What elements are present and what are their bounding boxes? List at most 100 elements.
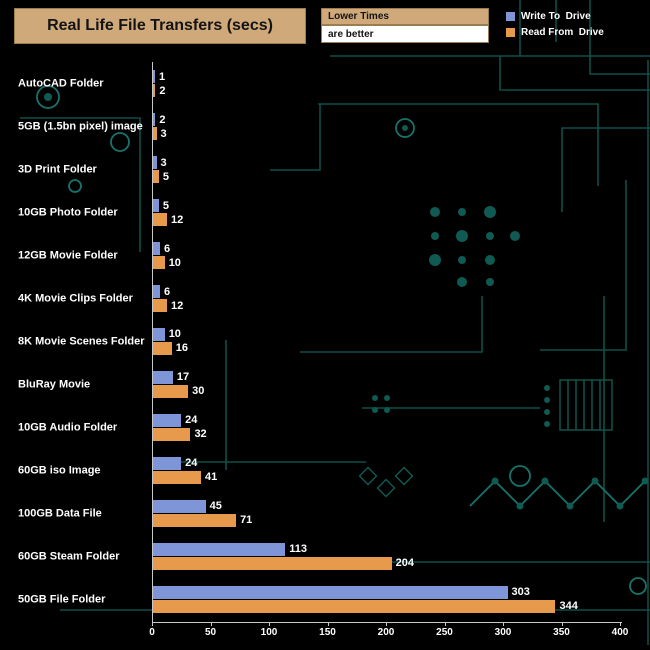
bar-value: 41 <box>204 471 218 484</box>
bar-value: 204 <box>395 557 415 570</box>
bar-row: 50GB File Folder 303 344 <box>0 578 650 621</box>
bar-value: 24 <box>185 457 198 470</box>
legend-label-read: Read From Drive <box>521 27 604 38</box>
note-lower-times: Lower Times <box>321 8 489 25</box>
category-label: 100GB Data File <box>18 507 102 520</box>
bar-value: 113 <box>289 543 307 556</box>
x-tick-mark <box>561 622 563 626</box>
bar-value: 6 <box>164 242 171 255</box>
write-bar <box>153 285 161 299</box>
read-color-swatch <box>506 28 515 37</box>
read-bar <box>153 599 556 613</box>
y-axis-line <box>152 62 153 623</box>
category-label: BluRay Movie <box>18 378 91 391</box>
bar-value: 24 <box>185 414 198 427</box>
read-bar <box>153 341 172 355</box>
bar-value: 5 <box>162 170 169 183</box>
category-label: 50GB File Folder <box>18 593 106 606</box>
category-label: 8K Movie Scenes Folder <box>18 335 145 348</box>
x-tick-mark <box>444 622 446 626</box>
read-bar <box>153 384 189 398</box>
bar-pair: 10 16 <box>153 327 188 356</box>
x-tick-label: 150 <box>319 627 336 638</box>
bar-value: 32 <box>194 428 207 441</box>
bar-pair: 24 41 <box>153 456 218 485</box>
bar-row: 8K Movie Scenes Folder 10 16 <box>0 321 650 364</box>
x-tick-label: 0 <box>149 627 155 638</box>
read-bar <box>153 427 191 441</box>
write-bar <box>153 585 508 599</box>
category-label: 60GB Steam Folder <box>18 550 120 563</box>
write-bar <box>153 413 182 427</box>
read-bar <box>153 84 156 98</box>
write-bar <box>153 242 161 256</box>
bar-value: 303 <box>511 586 530 599</box>
bar-value: 3 <box>160 127 167 140</box>
note-are-better: are better <box>321 25 489 43</box>
bar-value: 10 <box>168 328 181 341</box>
chart-title: Real Life File Transfers (secs) <box>14 8 306 44</box>
bar-pair: 6 12 <box>153 285 183 313</box>
bar-row: 3D Print Folder 3 5 <box>0 149 650 192</box>
bar-pair: 5 12 <box>153 199 183 227</box>
category-label: 4K Movie Clips Folder <box>18 292 133 305</box>
x-tick-mark <box>152 622 153 626</box>
bar-value: 344 <box>559 600 578 613</box>
category-label: 5GB (1.5bn pixel) image <box>18 121 143 134</box>
bar-value: 6 <box>164 285 171 298</box>
legend: Write To Drive Read From Drive <box>506 11 604 43</box>
x-axis-line <box>152 622 622 623</box>
write-bar <box>153 456 182 470</box>
bar-row: 4K Movie Clips Folder 6 12 <box>0 278 650 321</box>
bar-pair: 24 32 <box>153 413 207 442</box>
bar-value: 5 <box>162 199 169 212</box>
bar-pair: 6 10 <box>153 242 181 270</box>
legend-label-write: Write To Drive <box>521 11 591 22</box>
write-color-swatch <box>506 12 515 21</box>
bar-value: 30 <box>192 385 205 398</box>
bar-row: 60GB Steam Folder 113 204 <box>0 535 650 578</box>
bar-pair: 17 30 <box>153 370 205 399</box>
bar-row: AutoCAD Folder 1 2 <box>0 63 650 106</box>
read-bar <box>153 127 157 141</box>
x-tick-mark <box>327 622 329 626</box>
write-bar <box>153 70 155 84</box>
bar-row: 100GB Data File 45 71 <box>0 492 650 535</box>
x-tick-mark <box>620 622 621 626</box>
bar-pair: 113 204 <box>153 542 415 571</box>
bar-value: 2 <box>159 113 166 126</box>
x-tick-label: 350 <box>553 627 570 638</box>
bar-row: 10GB Audio Folder 24 32 <box>0 406 650 449</box>
category-label: 60GB iso Image <box>18 464 101 477</box>
category-label: 12GB Movie Folder <box>18 249 118 262</box>
write-bar <box>153 370 173 384</box>
read-bar <box>153 556 392 570</box>
legend-item-write: Write To Drive <box>506 11 604 22</box>
read-bar <box>153 213 168 227</box>
x-tick-label: 100 <box>260 627 278 638</box>
write-bar <box>153 156 157 170</box>
bar-pair: 45 71 <box>153 499 252 528</box>
x-tick-label: 300 <box>494 627 512 638</box>
category-label: 10GB Photo Folder <box>18 206 118 219</box>
x-tick-label: 200 <box>377 627 395 638</box>
category-label: AutoCAD Folder <box>18 78 104 91</box>
write-bar <box>153 199 159 213</box>
bar-value: 10 <box>168 256 181 269</box>
x-tick-mark <box>269 622 270 626</box>
x-tick-mark <box>503 622 504 626</box>
bar-value: 2 <box>159 84 166 97</box>
write-bar <box>153 113 156 127</box>
read-bar <box>153 470 201 484</box>
x-tick-label: 250 <box>436 627 453 638</box>
category-label: 10GB Audio Folder <box>18 421 118 434</box>
bar-row: 12GB Movie Folder 6 10 <box>0 235 650 278</box>
bar-row: BluRay Movie 17 30 <box>0 363 650 406</box>
bar-value: 45 <box>209 500 222 513</box>
bar-row: 10GB Photo Folder 5 12 <box>0 192 650 235</box>
